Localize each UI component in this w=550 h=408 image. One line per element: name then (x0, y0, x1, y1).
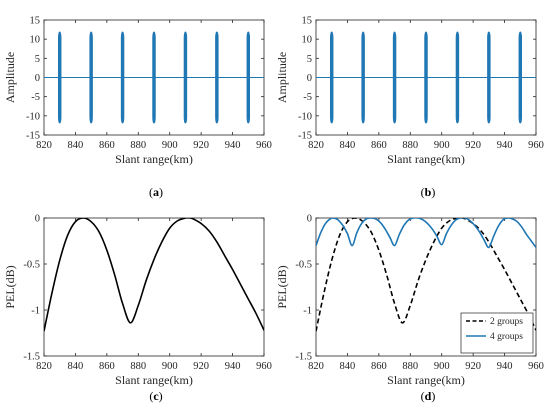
pulse-burst (89, 31, 93, 124)
series-line-2-groups (316, 218, 536, 332)
x-tick-label: 940 (225, 140, 241, 151)
series-line-4-groups (316, 218, 536, 249)
x-tick-label: 880 (130, 361, 146, 372)
series-line-0 (44, 218, 264, 332)
pulse-burst (57, 31, 62, 124)
plot-marks (316, 218, 536, 332)
pulse-burst (455, 31, 460, 124)
plot-area (43, 217, 265, 357)
x-tick-label: 840 (340, 361, 356, 372)
x-tick-label: 820 (36, 140, 52, 151)
x-tick-label: 860 (371, 140, 387, 151)
x-tick-label: 880 (402, 140, 418, 151)
y-tick-label: -1 (303, 306, 312, 317)
y-axis-label: Amplitude (3, 52, 17, 103)
y-tick-label: 15 (30, 16, 41, 27)
x-tick-label: 860 (371, 361, 387, 372)
legend-box (460, 312, 534, 354)
x-axis-label: Slant range(km) (387, 373, 465, 387)
y-axis-label: PEL(dB) (3, 265, 17, 308)
pulse-burst (246, 31, 251, 124)
y-tick-label: -1.5 (295, 352, 312, 363)
x-tick-label: 940 (497, 361, 513, 372)
plot-marks (44, 31, 264, 124)
x-tick-label: 880 (130, 140, 146, 151)
y-tick-label: -0.5 (295, 260, 312, 271)
pulse-burst (392, 31, 397, 124)
pulse-burst (152, 31, 156, 124)
x-tick-label: 900 (434, 140, 450, 151)
x-tick-label: 960 (528, 361, 544, 372)
x-tick-label: 920 (465, 361, 481, 372)
x-tick-label: 960 (528, 140, 544, 151)
x-tick-label: 900 (434, 361, 450, 372)
panel-caption: (c) (149, 389, 162, 403)
pulse-burst (487, 31, 491, 124)
chart-panel-c: 820 840 860 880 900 920 940 960 -1.5 -1 -0.5 0 Slant… (3, 214, 272, 404)
x-tick-label: 860 (99, 361, 115, 372)
x-axis-label: Slant range(km) (115, 152, 193, 166)
x-tick-label: 920 (465, 140, 481, 151)
y-tick-label: -15 (298, 131, 312, 142)
y-tick-label: 5 (307, 54, 312, 65)
pulse-burst (215, 31, 219, 124)
pulse-burst (329, 31, 334, 124)
chart-panel-a: 820 840 860 880 900 920 940 960 -15 -10 -5 0 5 10 15 Sl… (3, 16, 272, 200)
x-tick-label: 900 (162, 140, 178, 151)
x-tick-label: 840 (340, 140, 356, 151)
y-axis-label: PEL(dB) (275, 265, 289, 308)
x-tick-label: 960 (256, 361, 272, 372)
panel-caption: (a) (149, 185, 163, 199)
y-tick-label: -5 (303, 92, 312, 103)
legend-label: 2 groups (490, 317, 523, 327)
x-tick-label: 840 (68, 361, 84, 372)
pulse-burst (183, 31, 188, 124)
x-tick-label: 940 (497, 140, 513, 151)
pulse-burst (518, 31, 523, 124)
x-tick-label: 900 (162, 361, 178, 372)
y-tick-label: -15 (26, 131, 40, 142)
y-tick-label: 10 (30, 35, 41, 46)
y-tick-label: -1.5 (23, 352, 40, 363)
y-tick-label: 0 (307, 214, 312, 225)
y-tick-label: 5 (35, 54, 40, 65)
x-tick-label: 820 (308, 140, 324, 151)
x-tick-label: 880 (402, 361, 418, 372)
x-tick-label: 920 (193, 140, 209, 151)
plot-marks (316, 31, 536, 124)
panel-caption: (b) (421, 185, 436, 199)
chart-panel-b: 820 840 860 880 900 920 940 960 -15 -10 -5 0 5 10 15 Sl… (275, 16, 544, 200)
x-tick-label: 920 (193, 361, 209, 372)
legend: 2 groups 4 groups (460, 312, 534, 354)
panel-caption: (d) (421, 389, 436, 403)
y-tick-label: -10 (26, 111, 40, 122)
y-tick-label: 15 (302, 16, 313, 27)
legend-label: 4 groups (490, 332, 523, 342)
plot-marks (44, 218, 264, 332)
y-tick-label: -0.5 (23, 260, 40, 271)
x-tick-label: 960 (256, 140, 272, 151)
y-tick-label: 10 (302, 35, 313, 46)
pulse-burst (361, 31, 365, 124)
x-tick-label: 820 (36, 361, 52, 372)
chart-panel-d: 820 840 860 880 900 920 940 960 -1.5 -1 -0.5 0 Slant… (275, 214, 544, 404)
pulse-burst (424, 31, 428, 124)
x-axis-label: Slant range(km) (387, 152, 465, 166)
pulse-burst (120, 31, 125, 124)
y-tick-label: 0 (35, 214, 40, 225)
x-tick-label: 940 (225, 361, 241, 372)
x-tick-label: 820 (308, 361, 324, 372)
y-tick-label: -5 (31, 92, 40, 103)
y-tick-label: -1 (31, 306, 40, 317)
y-axis-label: Amplitude (275, 52, 289, 103)
x-axis-label: Slant range(km) (115, 373, 193, 387)
y-tick-label: -10 (298, 111, 312, 122)
x-tick-label: 860 (99, 140, 115, 151)
x-tick-label: 840 (68, 140, 84, 151)
y-tick-label: 0 (35, 73, 40, 84)
y-tick-label: 0 (307, 73, 312, 84)
